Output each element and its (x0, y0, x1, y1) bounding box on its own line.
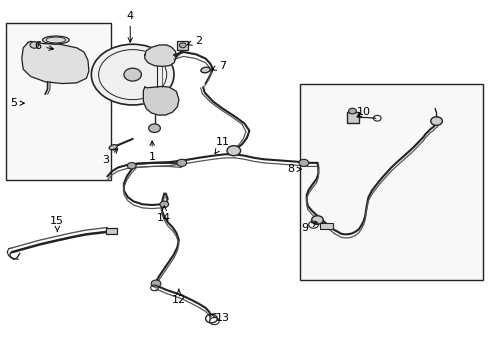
Circle shape (177, 159, 186, 166)
Circle shape (179, 43, 186, 48)
Bar (106, 228, 116, 234)
Circle shape (91, 44, 174, 105)
Circle shape (348, 108, 356, 114)
Polygon shape (143, 86, 179, 115)
Text: 1: 1 (148, 141, 155, 162)
Bar (346, 112, 358, 123)
Polygon shape (144, 45, 176, 66)
Text: 3: 3 (102, 149, 118, 165)
Circle shape (30, 42, 39, 48)
Bar (319, 223, 333, 229)
Text: 2: 2 (187, 36, 202, 46)
Circle shape (298, 159, 308, 166)
Text: 15: 15 (50, 216, 64, 231)
Text: 9: 9 (301, 223, 316, 233)
Bar (6, 23, 111, 180)
Polygon shape (22, 41, 89, 84)
Ellipse shape (201, 67, 210, 73)
Circle shape (123, 68, 141, 81)
Text: 14: 14 (157, 206, 171, 222)
Text: 10: 10 (356, 107, 370, 117)
Text: 4: 4 (126, 11, 134, 42)
Ellipse shape (109, 145, 117, 150)
Text: 8: 8 (286, 164, 301, 174)
Text: 12: 12 (171, 289, 185, 305)
Ellipse shape (42, 36, 69, 44)
Circle shape (148, 124, 160, 132)
Circle shape (127, 162, 136, 169)
Text: 6: 6 (34, 41, 53, 51)
Circle shape (160, 201, 168, 207)
Text: 7: 7 (211, 61, 226, 71)
Bar (300, 84, 482, 280)
Circle shape (151, 280, 161, 287)
Bar (177, 41, 188, 50)
Circle shape (430, 117, 442, 125)
Circle shape (226, 146, 240, 156)
Text: 11: 11 (215, 138, 229, 154)
Text: 5: 5 (10, 98, 24, 108)
Text: 13: 13 (211, 312, 229, 323)
Circle shape (311, 216, 323, 224)
